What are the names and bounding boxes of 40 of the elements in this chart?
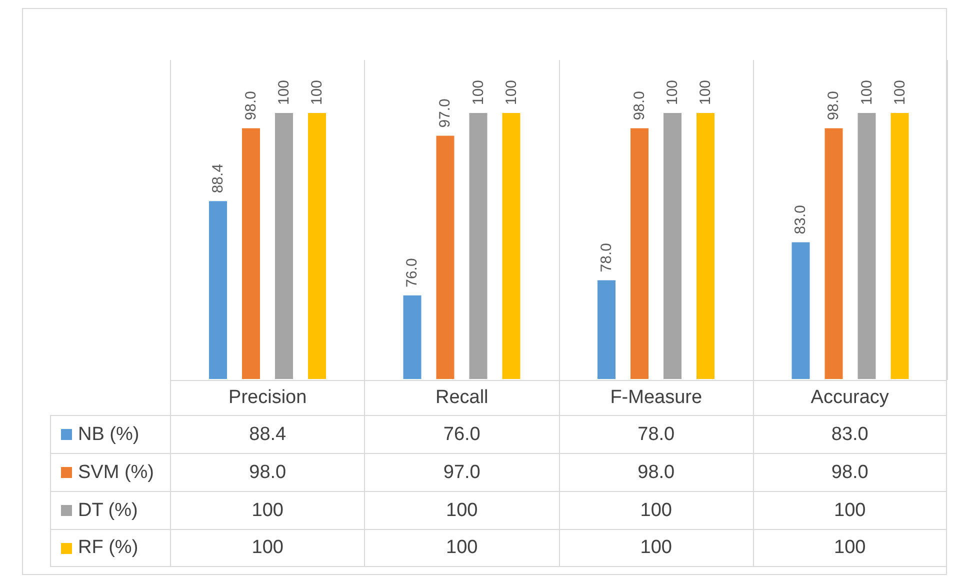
text: 88.4 xyxy=(210,164,226,194)
data-label: 98.0 xyxy=(170,453,364,491)
text: 98.0 xyxy=(825,90,842,120)
text: 100 xyxy=(664,80,681,105)
text: 98.0 xyxy=(242,90,260,120)
data-label: 97.0 xyxy=(364,453,558,491)
text: 100 xyxy=(276,80,292,105)
legend-label: SVM (%) xyxy=(50,453,170,491)
text: 100 xyxy=(858,80,876,105)
legend-label: DT (%) xyxy=(50,491,170,529)
x-tick-label: Recall xyxy=(364,380,558,415)
data-label: 100 xyxy=(558,529,753,567)
x-tick-label: Accuracy xyxy=(752,380,947,415)
text: 100 xyxy=(308,80,326,105)
data-label: 100 xyxy=(364,491,558,529)
data-label: 76.0 xyxy=(364,415,558,453)
text: 76.0 xyxy=(404,258,421,288)
text: 100 xyxy=(891,80,908,105)
legend-label: RF (%) xyxy=(50,529,170,567)
data-label: 78.0 xyxy=(558,415,753,453)
data-label: 98.0 xyxy=(752,453,947,491)
data-label: 100 xyxy=(558,491,753,529)
text: 98.0 xyxy=(631,90,648,120)
data-label: 100 xyxy=(752,491,947,529)
legend-label: NB (%) xyxy=(50,415,170,453)
data-label: 100 xyxy=(752,529,947,567)
text: 83.0 xyxy=(792,204,810,234)
text: 100 xyxy=(470,80,487,105)
x-tick-label: Precision xyxy=(170,380,364,415)
text: 100 xyxy=(697,80,714,105)
data-label: 100 xyxy=(364,529,558,567)
text: 100 xyxy=(502,80,520,105)
text: 78.0 xyxy=(598,242,615,272)
data-label: 83.0 xyxy=(752,415,947,453)
data-label: 98.0 xyxy=(558,453,753,491)
data-label: 100 xyxy=(170,529,364,567)
data-label: 100 xyxy=(170,491,364,529)
data-label: 88.4 xyxy=(170,415,364,453)
text: 97.0 xyxy=(436,98,454,128)
x-tick-label: F-Measure xyxy=(558,380,753,415)
